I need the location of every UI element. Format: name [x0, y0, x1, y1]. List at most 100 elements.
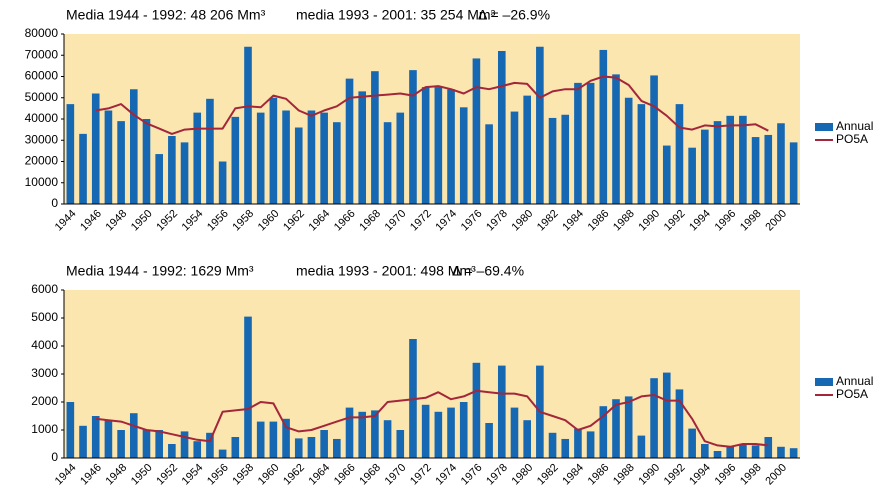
- bar: [713, 121, 722, 204]
- bar: [485, 423, 493, 458]
- x-tick-label: 1988: [611, 462, 637, 488]
- bar: [574, 428, 582, 458]
- x-tick-label: 1970: [383, 208, 409, 234]
- x-tick-label: 1960: [256, 208, 282, 234]
- y-tick-label: 4000: [31, 338, 58, 352]
- x-tick-label: 1968: [357, 208, 383, 234]
- bar: [333, 122, 341, 204]
- x-tick-label: 1972: [408, 208, 434, 234]
- bar: [358, 91, 367, 204]
- bar: [739, 115, 747, 204]
- x-tick-label: 1962: [281, 208, 307, 234]
- bar: [447, 89, 455, 204]
- y-tick-label: 80000: [25, 26, 59, 40]
- bar: [294, 438, 303, 458]
- bar: [675, 389, 684, 458]
- x-tick-label: 1962: [281, 462, 307, 488]
- y-tick-label: 1000: [31, 422, 58, 436]
- bar: [586, 82, 595, 204]
- x-tick-label: 1946: [78, 462, 104, 488]
- x-tick-label: 1984: [560, 462, 586, 488]
- bar: [231, 116, 240, 204]
- bar: [117, 121, 125, 204]
- bar: [637, 435, 646, 458]
- y-tick-label: 30000: [25, 132, 59, 146]
- bar: [231, 437, 240, 458]
- legend-label: Annual: [836, 119, 873, 133]
- x-tick-label: 1986: [586, 462, 612, 488]
- bar: [421, 404, 430, 458]
- bar: [434, 411, 443, 458]
- bar: [269, 421, 278, 458]
- annotation: Δ = –69.4%: [452, 263, 524, 279]
- bar: [650, 75, 658, 204]
- x-tick-label: 1950: [129, 462, 155, 488]
- bar: [66, 402, 75, 458]
- bar: [701, 444, 709, 458]
- y-tick-label: 0: [51, 196, 58, 210]
- bar: [561, 114, 570, 204]
- bar: [104, 420, 113, 458]
- y-tick-label: 40000: [25, 111, 59, 125]
- bar: [662, 145, 671, 204]
- bar: [193, 441, 202, 458]
- bar: [371, 410, 379, 458]
- x-tick-label: 1978: [484, 462, 510, 488]
- x-tick-label: 1980: [510, 462, 536, 488]
- bar: [764, 437, 773, 458]
- legend-swatch: [815, 123, 833, 131]
- bar: [91, 416, 100, 458]
- bar: [624, 97, 633, 204]
- bar: [510, 111, 519, 204]
- x-tick-label: 1952: [154, 462, 180, 488]
- x-tick-label: 1952: [154, 208, 180, 234]
- x-tick-label: 1996: [713, 462, 739, 488]
- x-tick-label: 1994: [687, 208, 713, 234]
- legend-label: Annual: [836, 374, 873, 388]
- bar: [79, 425, 87, 458]
- bar: [447, 407, 455, 458]
- x-tick-label: 1974: [433, 462, 459, 488]
- bar: [383, 122, 392, 204]
- x-tick-label: 1982: [535, 462, 561, 488]
- legend-label: PO5A: [836, 387, 868, 401]
- line: [95, 75, 769, 135]
- bar: [561, 438, 570, 458]
- y-tick-label: 0: [51, 450, 58, 464]
- x-tick-label: 1956: [205, 462, 231, 488]
- bar: [345, 407, 354, 458]
- bar: [650, 378, 658, 458]
- bar: [777, 446, 785, 458]
- x-tick-label: 1972: [408, 462, 434, 488]
- bar: [688, 147, 696, 204]
- bar: [307, 110, 316, 204]
- bar: [421, 87, 430, 204]
- bar: [155, 154, 163, 204]
- x-tick-label: 2000: [763, 208, 789, 234]
- bar: [396, 430, 405, 458]
- bar: [586, 431, 595, 458]
- bar: [497, 365, 506, 458]
- x-tick-label: 1950: [129, 208, 155, 234]
- line: [95, 389, 769, 448]
- bar: [282, 418, 290, 458]
- x-tick-label: 1958: [230, 462, 256, 488]
- bar: [472, 58, 481, 204]
- x-tick-label: 1990: [636, 208, 662, 234]
- x-tick-label: 1992: [662, 462, 688, 488]
- bar: [739, 444, 747, 458]
- bar: [269, 97, 278, 204]
- x-tick-label: 1978: [484, 208, 510, 234]
- bar: [320, 112, 328, 204]
- bar: [91, 93, 100, 204]
- y-tick-label: 3000: [31, 366, 58, 380]
- bar: [751, 445, 760, 458]
- x-tick-label: 1948: [103, 208, 129, 234]
- bar: [218, 161, 227, 204]
- bar: [244, 316, 252, 458]
- y-tick-label: 20000: [25, 154, 59, 168]
- bar: [688, 428, 696, 458]
- bar: [168, 444, 176, 458]
- bar: [675, 104, 684, 204]
- bar: [193, 112, 202, 204]
